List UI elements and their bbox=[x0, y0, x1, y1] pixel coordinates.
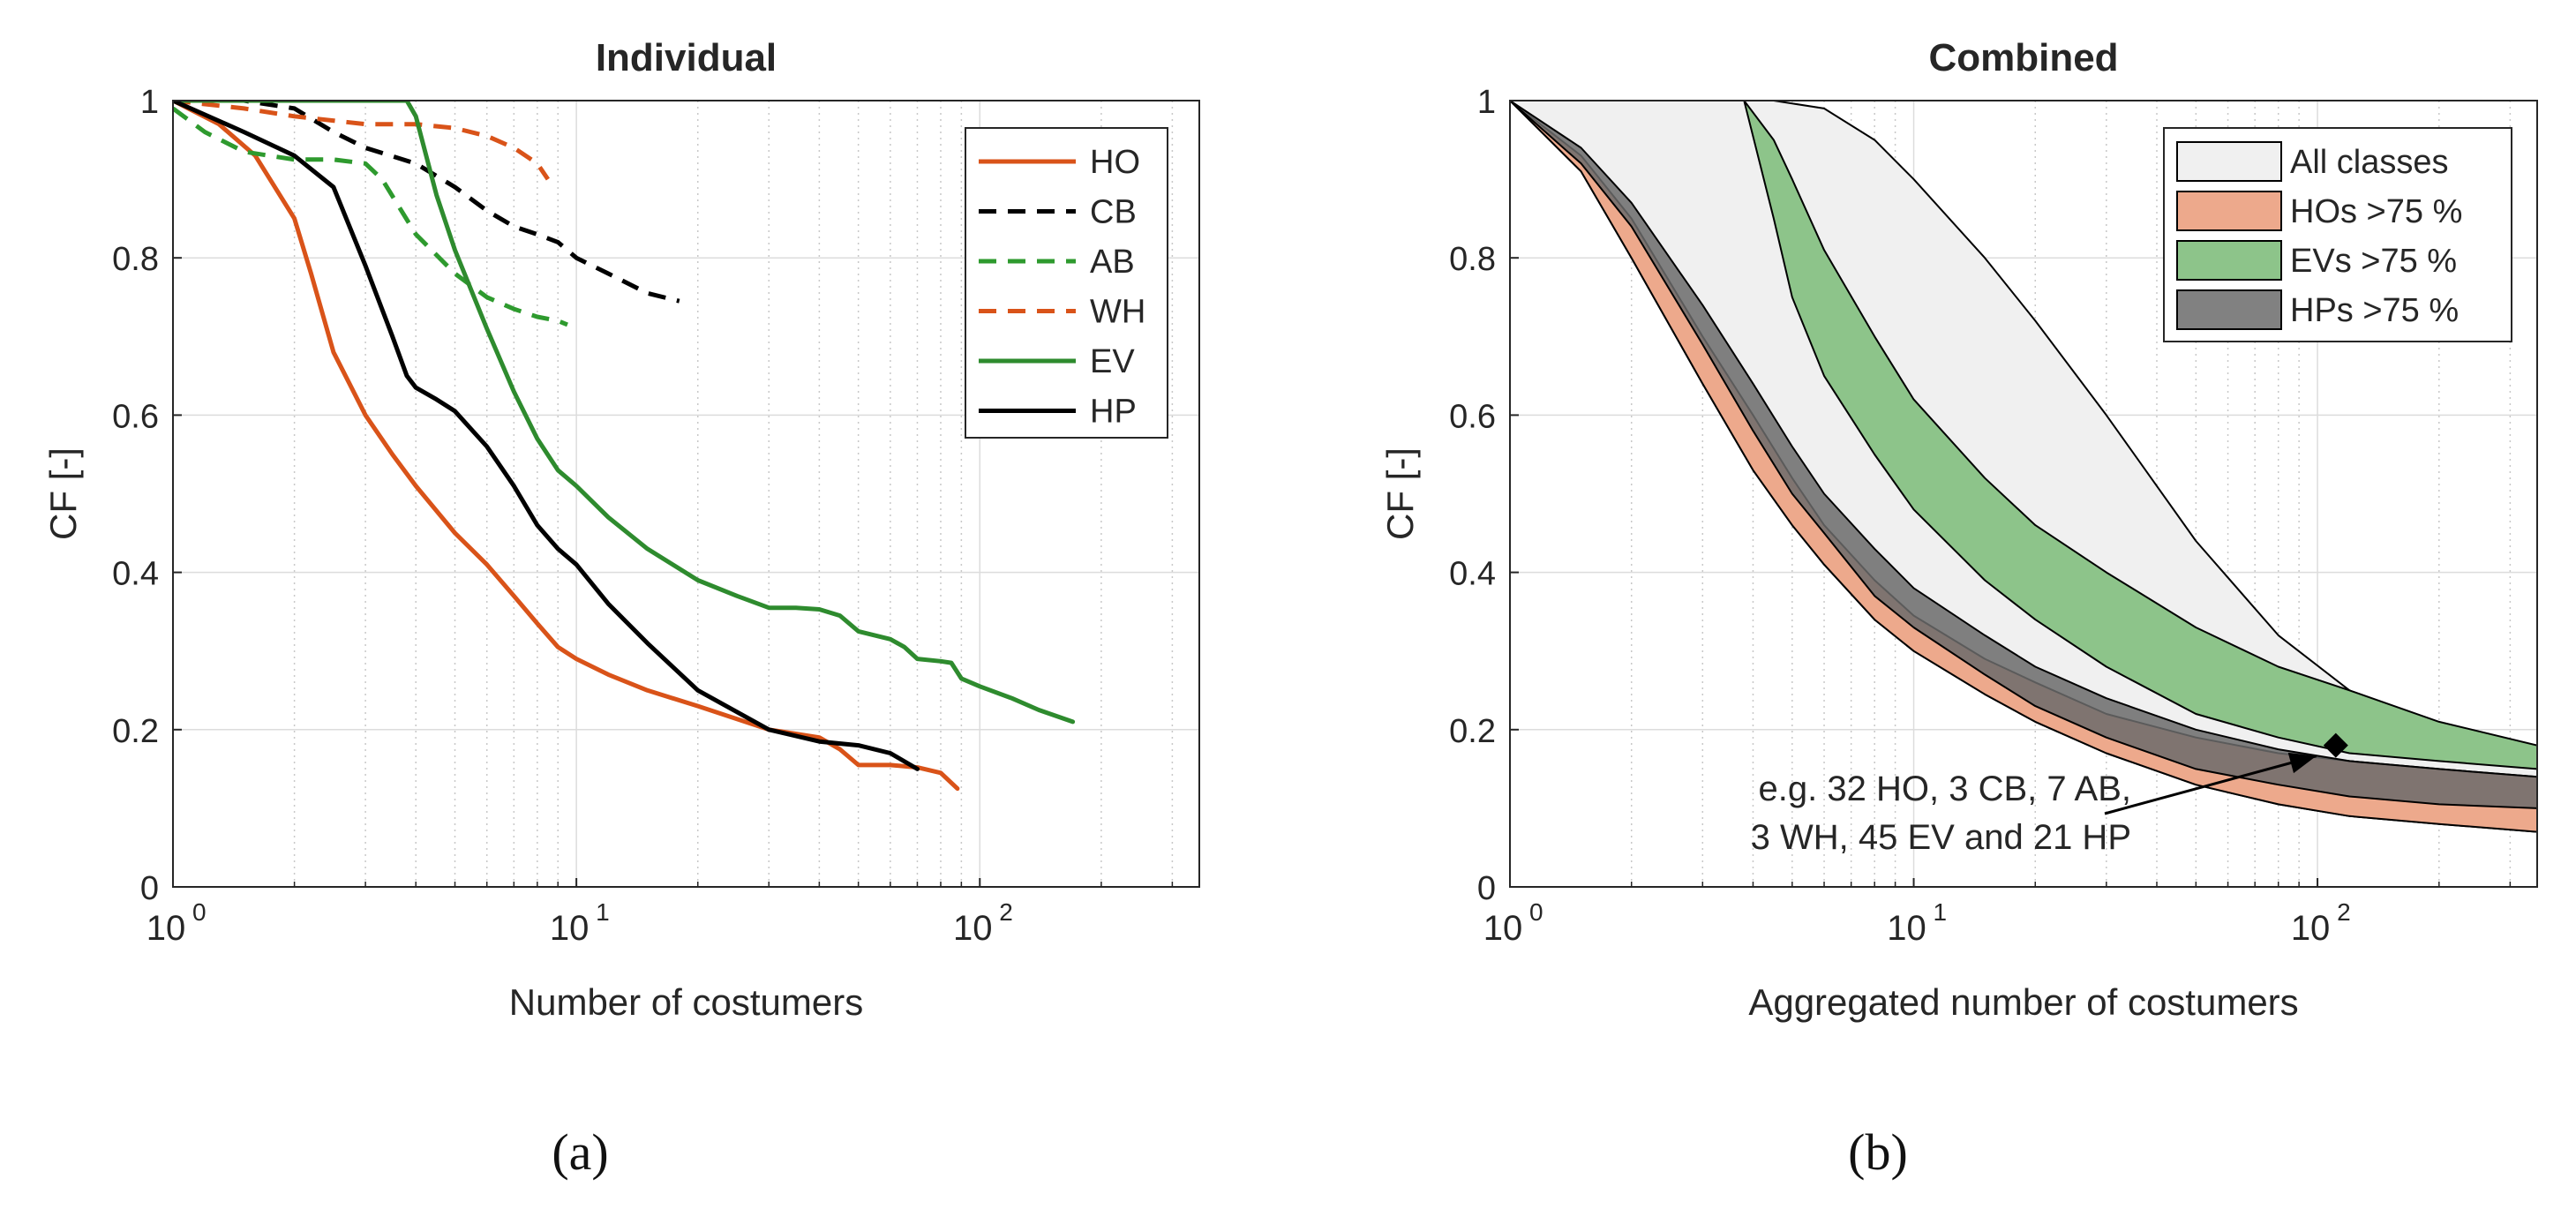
y-tick-label: 0 bbox=[140, 870, 159, 907]
x-tick-label-exponent: 2 bbox=[999, 898, 1013, 926]
y-tick-label: 0.6 bbox=[112, 398, 159, 435]
series-line-wh bbox=[173, 101, 550, 181]
legend-label-ab: AB bbox=[1090, 244, 1135, 281]
legend-swatch-evs bbox=[2176, 240, 2282, 281]
panel-a-series bbox=[173, 101, 1076, 792]
annotation-arrow-shaft bbox=[2104, 755, 2317, 815]
legend-swatch-all bbox=[2176, 141, 2282, 182]
legend-swatch-hps bbox=[2176, 289, 2282, 330]
x-tick-label: 10 bbox=[1887, 909, 1926, 948]
panel-b-title: Combined bbox=[1928, 36, 2118, 79]
legend-box bbox=[965, 127, 1168, 439]
y-tick-label: 0.8 bbox=[112, 241, 159, 278]
panel-b-legend: All classes HOs >75 % EVs >75 % HPs >75 % bbox=[2163, 127, 2512, 342]
panel-a-x-axis-label: Number of costumers bbox=[509, 981, 863, 1023]
x-tick-label: 10 bbox=[146, 909, 186, 948]
x-tick-label: 10 bbox=[550, 909, 590, 948]
panel-b-bands bbox=[1510, 101, 2537, 833]
panel-b-annotation: e.g. 32 HO, 3 CB, 7 AB, 3 WH, 45 EV and 2… bbox=[1751, 732, 2348, 857]
x-tick-label: 10 bbox=[2291, 909, 2331, 948]
y-tick-label: 1 bbox=[140, 84, 159, 121]
panel-a-axes-frame bbox=[172, 100, 1200, 888]
x-tick-label-exponent: 0 bbox=[192, 898, 207, 926]
x-tick-label-exponent: 2 bbox=[2337, 898, 2351, 926]
legend-label-hos: HOs >75 % bbox=[2290, 193, 2462, 230]
annotation-arrow-head bbox=[2287, 752, 2317, 774]
legend-label-hps: HPs >75 % bbox=[2290, 292, 2459, 329]
legend-label-evs: EVs >75 % bbox=[2290, 243, 2457, 280]
x-tick-label-exponent: 1 bbox=[1934, 898, 1948, 926]
legend-swatch-hos bbox=[2176, 191, 2282, 231]
series-line-ho bbox=[173, 101, 960, 792]
x-tick-label-exponent: 1 bbox=[596, 898, 610, 926]
legend-label-ev: EV bbox=[1090, 343, 1135, 380]
series-line-hp bbox=[173, 101, 920, 771]
x-tick-label-exponent: 0 bbox=[1529, 898, 1543, 926]
panel-a-title: Individual bbox=[596, 36, 777, 79]
y-tick-label: 1 bbox=[1477, 84, 1496, 121]
series-line-ev bbox=[173, 101, 1076, 725]
series-line-ab bbox=[173, 106, 568, 327]
x-tick-label: 10 bbox=[1483, 909, 1523, 948]
y-tick-label: 0 bbox=[1477, 870, 1496, 907]
panel-a-label: (a) bbox=[552, 1123, 608, 1181]
y-tick-label: 0.8 bbox=[1449, 241, 1496, 278]
band-evs bbox=[1743, 101, 2537, 770]
panel-b-label: (b) bbox=[1848, 1123, 1908, 1181]
legend-label-hp: HP bbox=[1090, 394, 1137, 431]
legend-label-cb: CB bbox=[1090, 194, 1137, 231]
annotation-text-line: e.g. 32 HO, 3 CB, 7 AB, bbox=[1759, 770, 2131, 808]
band-hps bbox=[1510, 101, 2537, 809]
series-line-cb bbox=[173, 101, 680, 304]
legend-label-ho: HO bbox=[1090, 144, 1140, 181]
y-tick-label: 0.4 bbox=[112, 556, 159, 593]
panel-a-legend: HO CB AB WH EV HP bbox=[965, 127, 1168, 439]
annotation-text-line: 3 WH, 45 EV and 21 HP bbox=[1751, 818, 2131, 857]
x-tick-label: 10 bbox=[953, 909, 993, 948]
y-tick-label: 0.4 bbox=[1449, 556, 1496, 593]
annotation-point-marker bbox=[2323, 732, 2348, 758]
y-tick-label: 0.6 bbox=[1449, 398, 1496, 435]
panel-a-y-axis-label: CF [-] bbox=[42, 447, 84, 540]
panel-a-grid bbox=[173, 101, 1199, 887]
y-tick-label: 0.2 bbox=[1449, 713, 1496, 750]
y-tick-label: 0.2 bbox=[112, 713, 159, 750]
panel-b-axes-frame bbox=[1509, 100, 2538, 888]
legend-label-all: All classes bbox=[2290, 144, 2449, 181]
legend-label-wh: WH bbox=[1090, 294, 1145, 331]
panel-b-x-axis-label: Aggregated number of costumers bbox=[1748, 981, 2298, 1023]
panel-b-y-axis-label: CF [-] bbox=[1379, 447, 1421, 540]
